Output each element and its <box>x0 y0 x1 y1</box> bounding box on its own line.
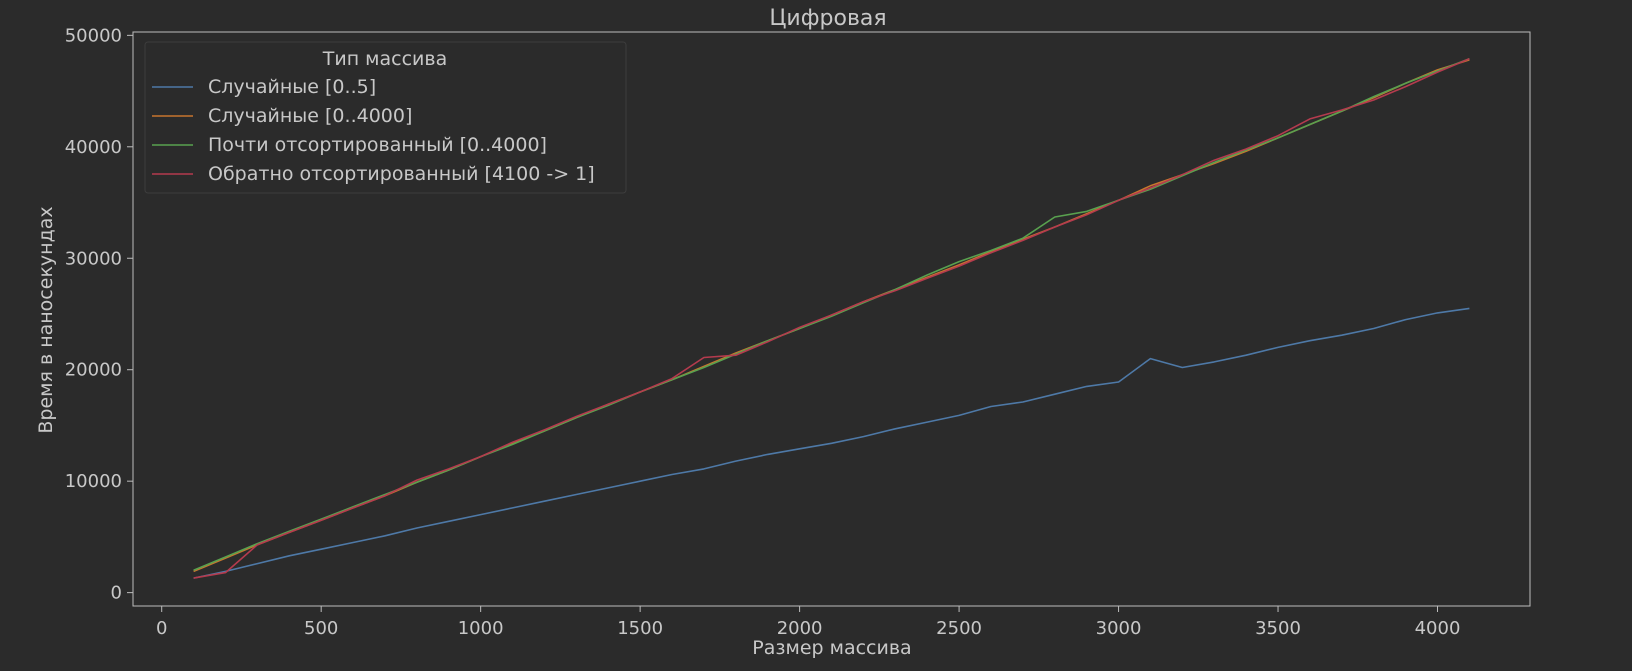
y-tick-label: 50000 <box>65 25 122 46</box>
chart-title: Цифровая <box>769 6 886 31</box>
x-axis-ticks: 0 500 1000 1500 2000 2500 3000 3500 4000 <box>156 606 1460 639</box>
y-tick-label: 10000 <box>65 471 122 492</box>
y-tick-label: 40000 <box>65 137 122 158</box>
x-tick-label: 500 <box>304 618 338 639</box>
x-tick-label: 2500 <box>936 618 982 639</box>
x-tick-label: 0 <box>156 618 167 639</box>
series-line-3 <box>193 57 1470 572</box>
x-tick-label: 1000 <box>458 618 504 639</box>
x-tick-label: 3500 <box>1255 618 1301 639</box>
series-line-1 <box>193 307 1470 579</box>
legend-title: Тип массива <box>322 48 447 70</box>
legend-label-1: Случайные [0..5] <box>208 76 376 98</box>
x-tick-label: 2000 <box>777 618 823 639</box>
legend-box <box>144 41 627 194</box>
y-tick-label: 30000 <box>65 248 122 269</box>
x-axis-label: Размер массива <box>752 637 911 659</box>
legend-entries: Случайные [0..5] Случайные [0..4000] Почти… <box>152 76 595 185</box>
y-tick-label: 0 <box>111 583 122 604</box>
y-axis-ticks: 0 10000 20000 30000 40000 50000 <box>65 25 133 604</box>
legend-label-4: Обратно отсортированный [4100 -> 1] <box>208 163 595 185</box>
series-lines <box>193 57 1470 579</box>
x-tick-label: 3000 <box>1096 618 1142 639</box>
legend-label-2: Случайные [0..4000] <box>208 105 412 127</box>
series-line-4 <box>193 57 1470 579</box>
x-tick-label: 1500 <box>617 618 663 639</box>
y-axis-label: Время в наносекундах <box>35 206 57 433</box>
plot-area <box>132 31 1531 607</box>
x-tick-label: 4000 <box>1415 618 1461 639</box>
legend-label-3: Почти отсортированный [0..4000] <box>208 134 547 156</box>
legend: Тип массива Случайные [0..5]Случайные [0… <box>144 41 627 194</box>
y-tick-label: 20000 <box>65 360 122 381</box>
